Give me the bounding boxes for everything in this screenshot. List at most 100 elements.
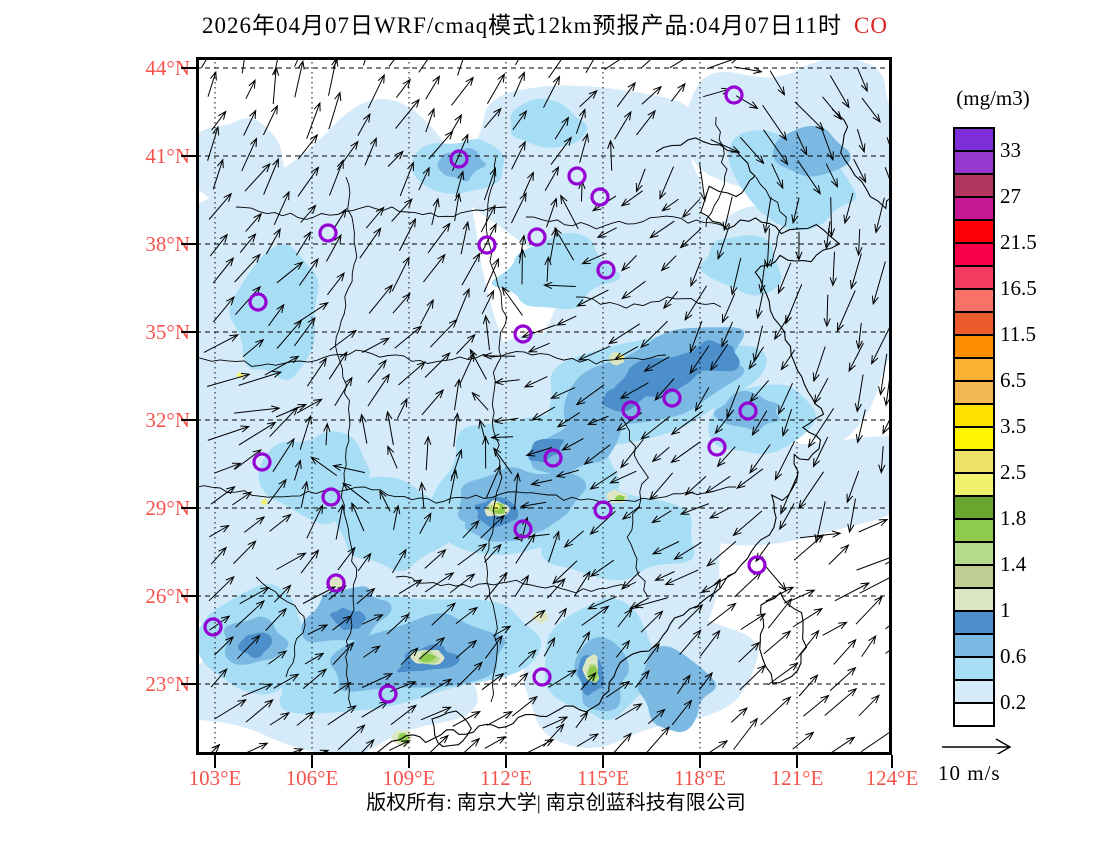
wind-arrow [612, 732, 632, 753]
wind-arrow [651, 510, 672, 524]
wind-arrow [420, 706, 452, 721]
wind-arrow [513, 71, 525, 97]
wind-arrow [210, 546, 227, 565]
wind-arrow [799, 530, 842, 539]
station-marker [590, 187, 610, 207]
lat-tick-mark [181, 683, 196, 685]
page-title: 2026年04月07日WRF/cmaq模式12km预报产品:04月07日11时 C… [0, 6, 1090, 40]
wind-arrow [549, 386, 576, 399]
wind-arrow [481, 672, 505, 691]
wind-arrow [299, 414, 312, 450]
wind-arrow [521, 324, 556, 338]
colorbar-cell [955, 704, 993, 725]
wind-arrow [633, 597, 669, 609]
wind-arrow [387, 150, 404, 167]
wind-arrow [323, 422, 331, 446]
wind-arrow [276, 319, 303, 349]
wind-arrow [525, 738, 555, 753]
wind-arrow [640, 320, 668, 349]
wind-arrow [363, 59, 367, 66]
fill-blob-deep [238, 632, 273, 659]
colorbar-cell [955, 405, 993, 428]
wind-arrow [647, 708, 666, 725]
wind-arrow [704, 475, 731, 494]
wind-arrow [207, 70, 217, 97]
wind-arrow [855, 409, 866, 444]
lat-tick-label: 23°N [145, 672, 190, 696]
wind-arrow [359, 227, 382, 259]
wind-arrow [451, 76, 474, 106]
wind-arrow [203, 334, 240, 353]
wind-arrow [812, 346, 826, 383]
wind-arrow [398, 361, 427, 386]
colorbar-cell [955, 612, 993, 635]
wind-arrow [238, 421, 277, 446]
wind-arrow [664, 569, 699, 586]
wind-arrow [515, 533, 536, 564]
wind-scale-legend: 10 m/s [938, 734, 1048, 786]
wind-arrow [825, 163, 839, 189]
wind-arrow [239, 232, 257, 253]
wind-arrow [546, 197, 558, 228]
fill-blob-light [491, 233, 621, 310]
wind-arrow [699, 629, 721, 657]
wind-arrow [617, 608, 633, 628]
wind-arrow [267, 478, 287, 505]
wind-arrow [605, 680, 631, 698]
colorbar-tick-label: 21.5 [1000, 230, 1037, 254]
wind-arrow [351, 501, 365, 532]
wind-arrow [276, 552, 307, 570]
wind-arrow [296, 711, 315, 726]
lat-tick-label: 29°N [145, 496, 190, 520]
colorbar-cell [955, 221, 993, 244]
wind-arrow [661, 198, 679, 212]
wind-arrow [735, 95, 759, 110]
wind-arrow [510, 191, 527, 224]
wind-arrow [791, 197, 800, 225]
wind-arrow [387, 445, 398, 469]
wind-arrow [296, 398, 323, 414]
wind-arrow [269, 513, 292, 532]
wind-arrow [698, 671, 713, 691]
wind-arrow [334, 208, 347, 228]
wind-arrow [812, 436, 829, 468]
wind-arrow [245, 699, 274, 723]
wind-arrow [424, 548, 447, 569]
colorbar-tick-label: 0.2 [1000, 690, 1027, 714]
fill-blob-med [713, 390, 781, 431]
wind-arrow [556, 412, 580, 428]
wind-arrow [294, 59, 305, 98]
wind-arrow [585, 59, 595, 74]
wind-arrow [396, 78, 412, 98]
wind-arrow [431, 602, 456, 626]
wind-arrow [514, 672, 529, 688]
wind-arrow [262, 104, 278, 136]
station-marker [596, 260, 616, 280]
wind-arrow [855, 228, 863, 257]
wind-arrow [456, 661, 483, 688]
wind-arrow [268, 303, 285, 327]
colorbar-cell [955, 566, 993, 589]
wind-arrow [767, 597, 793, 629]
wind-arrow [586, 415, 609, 425]
wind-arrow [333, 681, 352, 695]
wind-arrow [550, 136, 573, 165]
wind-arrow [767, 662, 799, 686]
colorbar [953, 127, 995, 727]
wind-arrow [651, 541, 680, 555]
wind-arrow [829, 75, 850, 109]
wind-arrow [774, 440, 796, 481]
wind-arrow [481, 289, 495, 315]
wind-arrow [651, 446, 670, 463]
wind-arrow [614, 110, 632, 140]
wind-arrow [589, 510, 616, 536]
wind-arrow [544, 255, 552, 282]
fill-blob-med [531, 412, 622, 476]
wind-arrow [836, 290, 856, 333]
wind-arrow [824, 687, 858, 716]
wind-arrow [332, 615, 353, 631]
wind-arrow [460, 220, 470, 255]
wind-arrow [609, 470, 637, 484]
wind-arrow [484, 571, 508, 601]
wind-arrow [367, 359, 387, 383]
